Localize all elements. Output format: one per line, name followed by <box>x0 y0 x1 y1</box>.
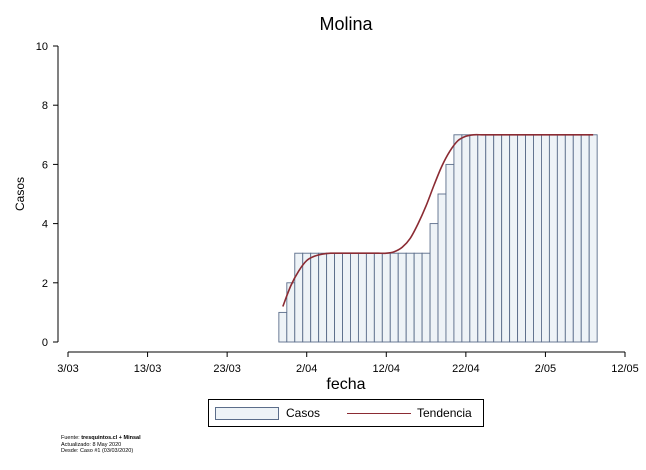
x-tick-label: 2/04 <box>296 363 317 375</box>
source-prefix: Fuente: <box>61 435 82 441</box>
bar <box>525 134 534 343</box>
bar <box>453 134 463 343</box>
trend-line <box>282 133 594 307</box>
y-tick-label: 0 <box>42 337 48 349</box>
bar <box>373 252 383 343</box>
y-tick-label: 10 <box>36 41 48 53</box>
source-note: Fuente: tresquintos.cl + Minsal Actualiz… <box>61 435 141 455</box>
bar <box>413 252 423 343</box>
legend-line-swatch <box>347 413 411 414</box>
y-tick-label: 4 <box>42 219 48 231</box>
bar <box>429 223 439 343</box>
bar <box>437 193 447 343</box>
bar <box>342 252 351 343</box>
bar <box>405 252 415 343</box>
bar <box>318 252 328 343</box>
bar-series <box>278 134 598 343</box>
bar <box>381 252 391 343</box>
updated-line: Actualizado: 8 May 2020 <box>61 441 122 448</box>
bar <box>278 311 288 343</box>
bar <box>572 134 582 343</box>
bar <box>421 252 431 343</box>
source-name: tresquintos.cl + Minsal <box>81 435 141 441</box>
bar <box>445 163 455 343</box>
bar <box>389 252 399 343</box>
bar <box>485 134 495 343</box>
bar <box>461 134 471 343</box>
bar <box>326 252 336 343</box>
x-tick-label: 12/05 <box>611 363 639 375</box>
bar <box>397 252 407 343</box>
bar <box>541 134 550 343</box>
since-line: Desde: Caso #1 (03/03/2020) <box>61 448 134 455</box>
legend-bar-label: Casos <box>286 406 321 420</box>
source-line: Fuente: tresquintos.cl + Minsal <box>61 435 141 442</box>
bar <box>509 134 519 343</box>
bar <box>469 134 479 343</box>
y-tick-label: 8 <box>42 100 48 112</box>
bar <box>493 134 503 343</box>
bar <box>302 252 312 343</box>
x-tick-label: 3/03 <box>57 363 78 375</box>
legend: Casos Tendencia <box>208 399 484 427</box>
bar <box>517 134 526 343</box>
x-axis-label: fecha <box>326 376 365 393</box>
legend-line-label: Tendencia <box>417 406 472 420</box>
y-tick-label: 2 <box>42 278 48 290</box>
x-tick-label: 23/03 <box>213 363 241 375</box>
x-tick-label: 2/05 <box>535 363 556 375</box>
bar <box>533 134 542 343</box>
trend-line-series <box>282 133 594 307</box>
axes: 0 2 4 6 8 10 3/03 13/03 23/03 2/04 12/04 22/04 2/05 1… <box>36 41 639 375</box>
bar <box>556 134 566 343</box>
x-tick-label: 12/04 <box>373 363 401 375</box>
bar <box>310 252 320 343</box>
y-tick-label: 6 <box>42 159 48 171</box>
bar <box>350 252 359 343</box>
x-tick-label: 13/03 <box>134 363 162 375</box>
bar <box>477 134 487 343</box>
legend-bar-swatch <box>215 407 279 420</box>
bar <box>365 252 375 343</box>
bar <box>501 134 511 343</box>
bar <box>580 134 590 343</box>
bar <box>548 134 558 343</box>
bar <box>588 134 598 343</box>
chart-title: Molina <box>319 14 373 34</box>
bar <box>357 252 367 343</box>
y-axis-label: Casos <box>13 177 27 211</box>
bar <box>564 134 574 343</box>
x-tick-label: 22/04 <box>452 363 480 375</box>
bar <box>334 252 343 343</box>
